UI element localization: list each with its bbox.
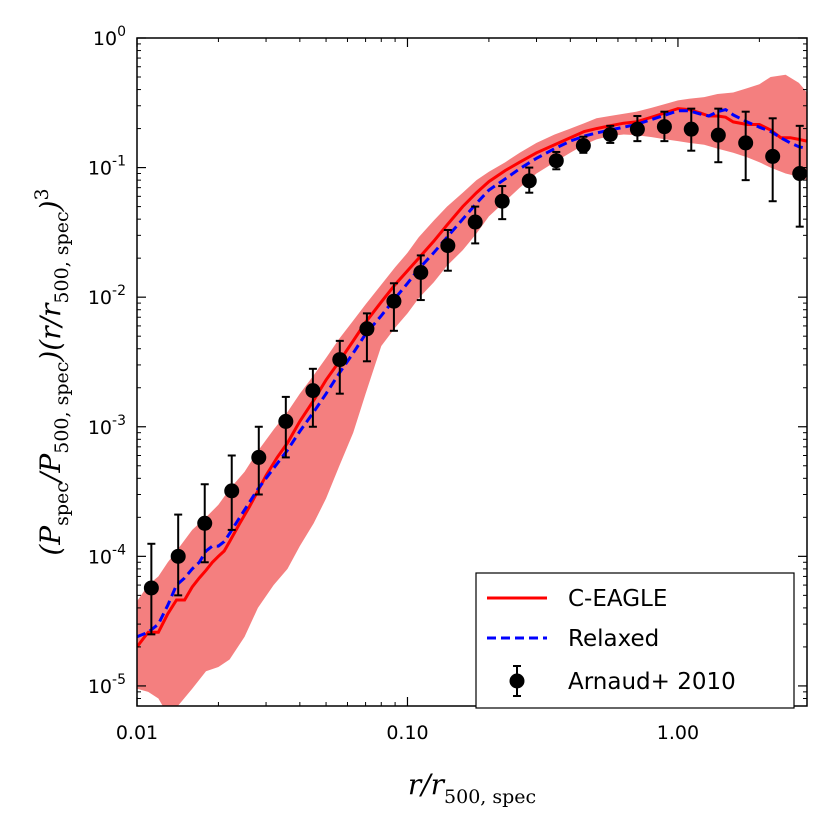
- y-tick-label: 10-5: [88, 672, 126, 698]
- x-tick-label: 0.10: [386, 722, 428, 744]
- arnaud-points: [143, 119, 807, 596]
- data-point: [548, 153, 564, 169]
- legend-label-arnaud: Arnaud+ 2010: [568, 669, 736, 695]
- data-point: [738, 135, 754, 151]
- data-point: [765, 148, 781, 164]
- plot-area: [137, 74, 807, 706]
- data-point: [224, 483, 240, 499]
- data-point: [305, 383, 321, 399]
- data-point: [278, 413, 294, 429]
- data-point: [602, 127, 618, 143]
- x-axis-label: r/r500, spec: [408, 768, 536, 808]
- y-tick-labels: 10-5 10-4 10-3 10-2 10-1 100: [88, 24, 126, 698]
- y-tick-label: 10-4: [88, 542, 126, 568]
- legend-box: [475, 572, 795, 709]
- legend-label-relaxed: Relaxed: [568, 626, 659, 652]
- data-point: [467, 214, 483, 230]
- data-point: [494, 193, 510, 209]
- x-tick-labels: 0.01 0.10 1.00: [116, 722, 699, 744]
- data-point: [197, 515, 213, 531]
- plot-frame: [136, 37, 808, 707]
- data-point: [629, 121, 645, 137]
- data-point: [656, 119, 672, 135]
- data-point: [386, 293, 402, 309]
- y-axis-label: (Pspec/P500, spec)(r/r500, spec)3: [31, 188, 73, 555]
- data-point: [413, 265, 429, 281]
- x-tick-label: 0.01: [116, 722, 158, 744]
- data-point: [170, 548, 186, 564]
- y-tick-label: 100: [93, 24, 126, 50]
- data-point: [792, 166, 807, 182]
- data-point: [521, 173, 537, 189]
- y-tick-label: 10-1: [88, 154, 126, 180]
- y-tick-label: 10-2: [88, 283, 126, 309]
- legend-label-c-eagle: C-EAGLE: [568, 586, 667, 612]
- data-point: [710, 127, 726, 143]
- y-tick-label: 10-3: [88, 413, 126, 439]
- data-point: [683, 121, 699, 137]
- data-point: [575, 138, 591, 154]
- x-tick-label: 1.00: [657, 722, 699, 744]
- relaxed-line: [137, 107, 807, 639]
- data-point: [332, 352, 348, 368]
- data-point: [251, 449, 267, 465]
- data-point: [143, 580, 159, 596]
- legend: C-EAGLE Relaxed Arnaud+ 2010: [475, 572, 795, 709]
- data-point: [440, 238, 456, 254]
- c-eagle-scatter-band: [137, 74, 807, 706]
- data-point: [359, 321, 375, 337]
- legend-swatch-arnaud: [509, 665, 525, 697]
